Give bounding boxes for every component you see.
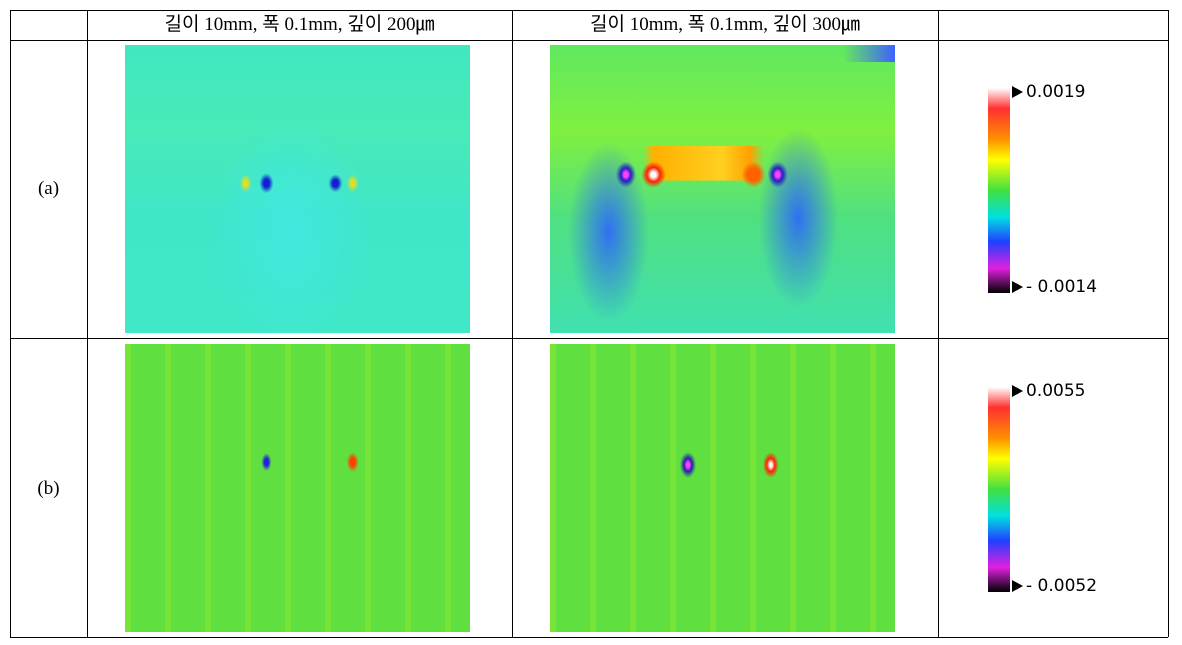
- rule: [1168, 10, 1169, 637]
- rule: [10, 338, 1168, 339]
- scale-min: - 0.0014: [1012, 277, 1097, 297]
- row-label: (b): [37, 478, 60, 499]
- rule: [10, 40, 1168, 41]
- rule: [512, 10, 513, 637]
- rule: [87, 10, 88, 637]
- scale-max: 0.0055: [1012, 381, 1085, 401]
- colorbar: [988, 88, 1010, 293]
- row-label: (a): [37, 178, 60, 199]
- heatmap: [550, 45, 895, 333]
- column-header: 길이 10mm, 폭 0.1mm, 깊이 300㎛: [589, 14, 860, 35]
- colorbar: [988, 387, 1010, 592]
- heatmap: [550, 344, 895, 632]
- scale-max: 0.0019: [1012, 82, 1085, 102]
- heatmap: [125, 344, 470, 632]
- rule: [10, 637, 1168, 638]
- scale-min: - 0.0052: [1012, 576, 1097, 596]
- column-header: 길이 10mm, 폭 0.1mm, 깊이 200㎛: [164, 14, 435, 35]
- rule: [938, 10, 939, 637]
- rule: [10, 10, 1168, 11]
- rule: [10, 10, 11, 637]
- heatmap: [125, 45, 470, 333]
